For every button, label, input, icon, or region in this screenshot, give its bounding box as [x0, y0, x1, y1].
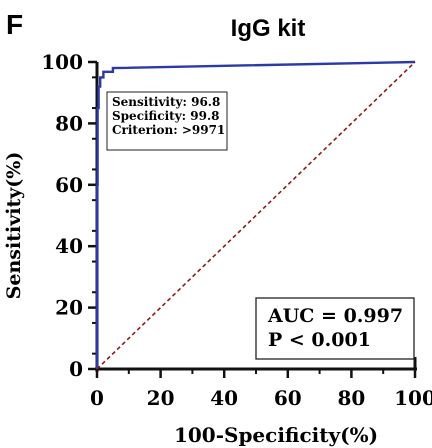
- axes: 0 20 40 60 80 100 0 20 40 60 80 100: [41, 50, 432, 410]
- x-tick-label: 20: [147, 386, 175, 410]
- stats-box: [106, 91, 228, 151]
- roc-curve: [95, 60, 416, 369]
- stats-line: Criterion: >9971: [112, 123, 225, 137]
- x-tick-label: 0: [90, 386, 104, 410]
- y-axis-label: Sensitivity(%): [3, 152, 25, 300]
- reference-diagonal: [96, 61, 416, 370]
- x-tick-label: 40: [210, 386, 238, 410]
- auc-line: AUC = 0.997: [267, 305, 403, 327]
- x-tick-label: 100: [394, 386, 432, 410]
- series-layer: [95, 60, 416, 370]
- y-tick-label: 60: [55, 173, 83, 197]
- chart-title: IgG kit: [231, 15, 306, 42]
- auc-line: P < 0.001: [268, 329, 371, 351]
- y-tick-label: 100: [41, 50, 83, 74]
- y-tick-label: 80: [55, 111, 83, 135]
- panel-label: F: [6, 9, 23, 40]
- x-axis-label: 100-Specificity(%): [174, 423, 378, 447]
- y-tick-label: 20: [55, 296, 83, 320]
- y-tick-label: 40: [55, 234, 83, 258]
- x-tick-label: 60: [274, 386, 302, 410]
- stats-line: Sensitivity: 96.8: [112, 95, 220, 109]
- x-tick-label: 80: [337, 386, 365, 410]
- stats-line: Specificity: 99.8: [112, 109, 220, 123]
- auc-box: [255, 297, 415, 360]
- y-tick-label: 0: [69, 357, 83, 381]
